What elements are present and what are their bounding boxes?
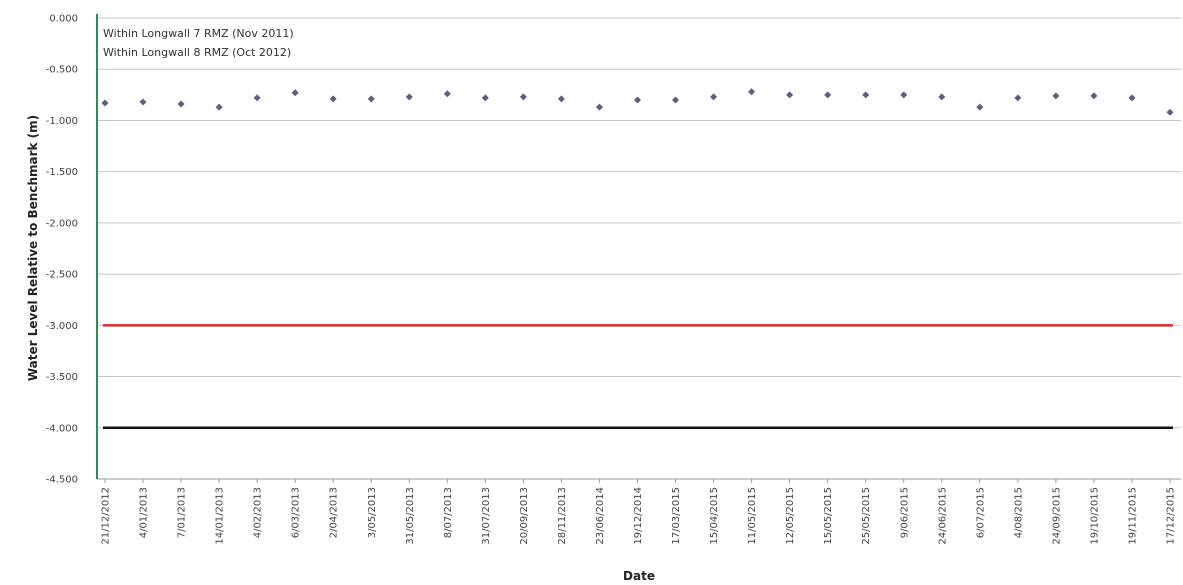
data-point <box>634 96 641 104</box>
data-point <box>862 91 870 99</box>
data-point <box>595 103 603 111</box>
x-tick-label: 17/03/2015 <box>671 487 682 545</box>
data-point <box>367 95 375 103</box>
y-tick-label: 0.000 <box>49 14 78 25</box>
y-tick-label: -4.500 <box>46 475 78 486</box>
data-points <box>101 88 1174 116</box>
y-tick-label: -0.500 <box>46 65 78 76</box>
x-tick-label: 20/09/2013 <box>519 487 530 545</box>
x-tick-label: 19/10/2015 <box>1089 487 1100 545</box>
data-point <box>1128 94 1136 102</box>
y-tick-label: -1.500 <box>46 167 78 178</box>
y-tick-labels: 0.000 -0.500 -1.000 -1.500 -2.000 -2.500 -3.00… <box>46 14 78 486</box>
y-tick-label: -3.000 <box>46 321 78 332</box>
data-point <box>1014 94 1022 102</box>
x-tick-label: 19/12/2014 <box>633 487 644 545</box>
x-tick-label: 21/12/2012 <box>101 487 112 545</box>
annotation-longwall-8: Within Longwall 8 RMZ (Oct 2012) <box>103 46 291 59</box>
data-point <box>672 96 680 104</box>
data-point <box>1166 108 1174 116</box>
x-tick-labels: 21/12/2012 4/01/2013 7/01/2013 14/01/2013 4/… <box>101 479 1177 545</box>
y-tick-label: -2.500 <box>46 270 78 281</box>
x-tick-label: 8/07/2013 <box>443 487 454 538</box>
data-point <box>710 93 718 101</box>
x-tick-label: 15/05/2015 <box>823 487 834 545</box>
data-point <box>900 91 908 99</box>
x-tick-label: 15/04/2015 <box>709 487 720 545</box>
data-point <box>481 94 489 102</box>
data-point <box>443 90 451 98</box>
reference-lines <box>103 324 1173 430</box>
x-tick-label: 14/01/2013 <box>215 487 226 545</box>
x-tick-label: 31/07/2013 <box>481 487 492 545</box>
x-tick-label: 4/02/2013 <box>253 487 264 538</box>
x-tick-label: 4/08/2015 <box>1013 487 1024 538</box>
data-point <box>1090 92 1098 100</box>
data-point <box>329 95 337 103</box>
x-tick-label: 2/04/2013 <box>329 487 340 538</box>
data-point <box>253 94 261 102</box>
x-tick-label: 4/01/2013 <box>139 487 150 538</box>
y-tick-label: -2.000 <box>46 218 78 229</box>
x-tick-label: 25/05/2015 <box>861 487 872 545</box>
x-tick-label: 28/11/2013 <box>557 487 568 545</box>
data-point <box>215 103 223 111</box>
x-tick-label: 24/06/2015 <box>937 487 948 545</box>
y-tick-label: -3.500 <box>46 372 78 383</box>
x-tick-label: 6/07/2015 <box>975 487 986 538</box>
data-point <box>177 100 185 108</box>
data-point <box>557 95 565 103</box>
gridlines <box>97 17 1181 480</box>
data-point <box>1052 92 1060 100</box>
data-point <box>786 91 794 99</box>
y-tick-label: -4.000 <box>46 423 78 434</box>
data-point <box>938 93 946 101</box>
data-point <box>976 103 984 111</box>
data-point <box>748 88 756 96</box>
data-point <box>101 99 109 107</box>
x-tick-label: 12/05/2015 <box>785 487 796 545</box>
x-tick-label: 3/05/2013 <box>367 487 378 538</box>
x-tick-label: 17/12/2015 <box>1166 487 1177 545</box>
x-tick-label: 24/09/2015 <box>1051 487 1062 545</box>
x-tick-label: 19/11/2015 <box>1127 487 1138 545</box>
x-axis-title: Date <box>623 569 655 583</box>
x-tick-label: 11/05/2015 <box>747 487 758 545</box>
data-point <box>405 93 413 101</box>
x-tick-label: 7/01/2013 <box>177 487 188 538</box>
data-point <box>519 93 527 101</box>
x-tick-label: 9/06/2015 <box>899 487 910 538</box>
x-tick-label: 23/06/2014 <box>595 487 606 545</box>
x-tick-label: 31/05/2013 <box>405 487 416 545</box>
data-point <box>291 89 299 97</box>
y-axis-title: Water Level Relative to Benchmark (m) <box>26 115 40 381</box>
x-tick-label: 6/03/2013 <box>291 487 302 538</box>
annotation-longwall-7: Within Longwall 7 RMZ (Nov 2011) <box>103 27 294 40</box>
data-point <box>139 98 147 106</box>
y-tick-label: -1.000 <box>46 116 78 127</box>
data-point <box>824 91 832 99</box>
